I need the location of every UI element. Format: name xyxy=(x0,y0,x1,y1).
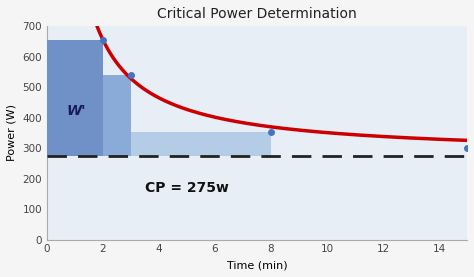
Y-axis label: Power (W): Power (W) xyxy=(7,104,17,161)
Bar xyxy=(47,132,271,156)
Title: Critical Power Determination: Critical Power Determination xyxy=(157,7,357,21)
X-axis label: Time (min): Time (min) xyxy=(227,260,287,270)
Bar xyxy=(47,75,131,156)
Bar xyxy=(47,40,103,156)
Text: W': W' xyxy=(66,104,86,118)
Text: CP = 275w: CP = 275w xyxy=(145,181,229,195)
